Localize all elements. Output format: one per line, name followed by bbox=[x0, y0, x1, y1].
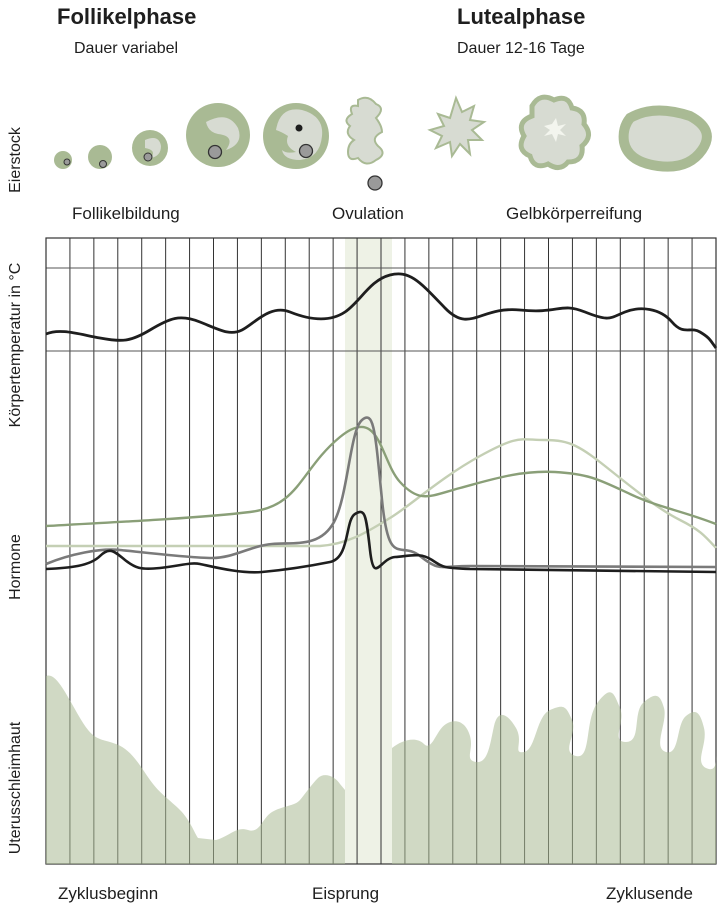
luteal-phase-title: Lutealphase bbox=[457, 4, 586, 29]
follicle-development-label: Follikelbildung bbox=[72, 204, 180, 223]
corpus-luteum-forming-icon bbox=[427, 95, 487, 159]
follicle-mature-icon bbox=[263, 103, 329, 169]
follicular-phase-title: Follikelphase bbox=[57, 4, 197, 29]
ovulation-band bbox=[345, 238, 392, 864]
basal-temperature-curve bbox=[45, 272, 718, 349]
corpus-luteum-maturation-label: Gelbkörperreifung bbox=[506, 204, 643, 223]
follicular-phase-duration: Dauer variabel bbox=[74, 40, 179, 57]
cycle-end-label: Zyklusende bbox=[606, 884, 693, 903]
endometrium-shape bbox=[46, 675, 345, 864]
hormone-pale-curve bbox=[46, 438, 717, 549]
follicle-small-icon bbox=[88, 145, 112, 169]
follicle-growing-icon bbox=[132, 130, 168, 166]
follicle-tiny-icon bbox=[54, 151, 72, 169]
hormone-green-curve bbox=[45, 425, 717, 528]
hormone-dark-curve bbox=[45, 510, 717, 574]
corpus-luteum-icon bbox=[518, 94, 591, 170]
endometrium-shape-upper bbox=[392, 692, 717, 864]
ovulation-icon bbox=[345, 96, 384, 191]
corpus-albicans-icon bbox=[618, 105, 712, 172]
cycle-start-label: Zyklusbeginn bbox=[58, 884, 159, 903]
diagram-frame bbox=[45, 237, 717, 865]
ovulation-day-label: Eisprung bbox=[312, 884, 380, 903]
ovulation-label: Ovulation bbox=[332, 204, 404, 223]
luteal-phase-duration: Dauer 12-16 Tage bbox=[457, 40, 585, 57]
follicle-antral-icon bbox=[186, 103, 250, 167]
hormone-grey-curve bbox=[45, 416, 717, 569]
